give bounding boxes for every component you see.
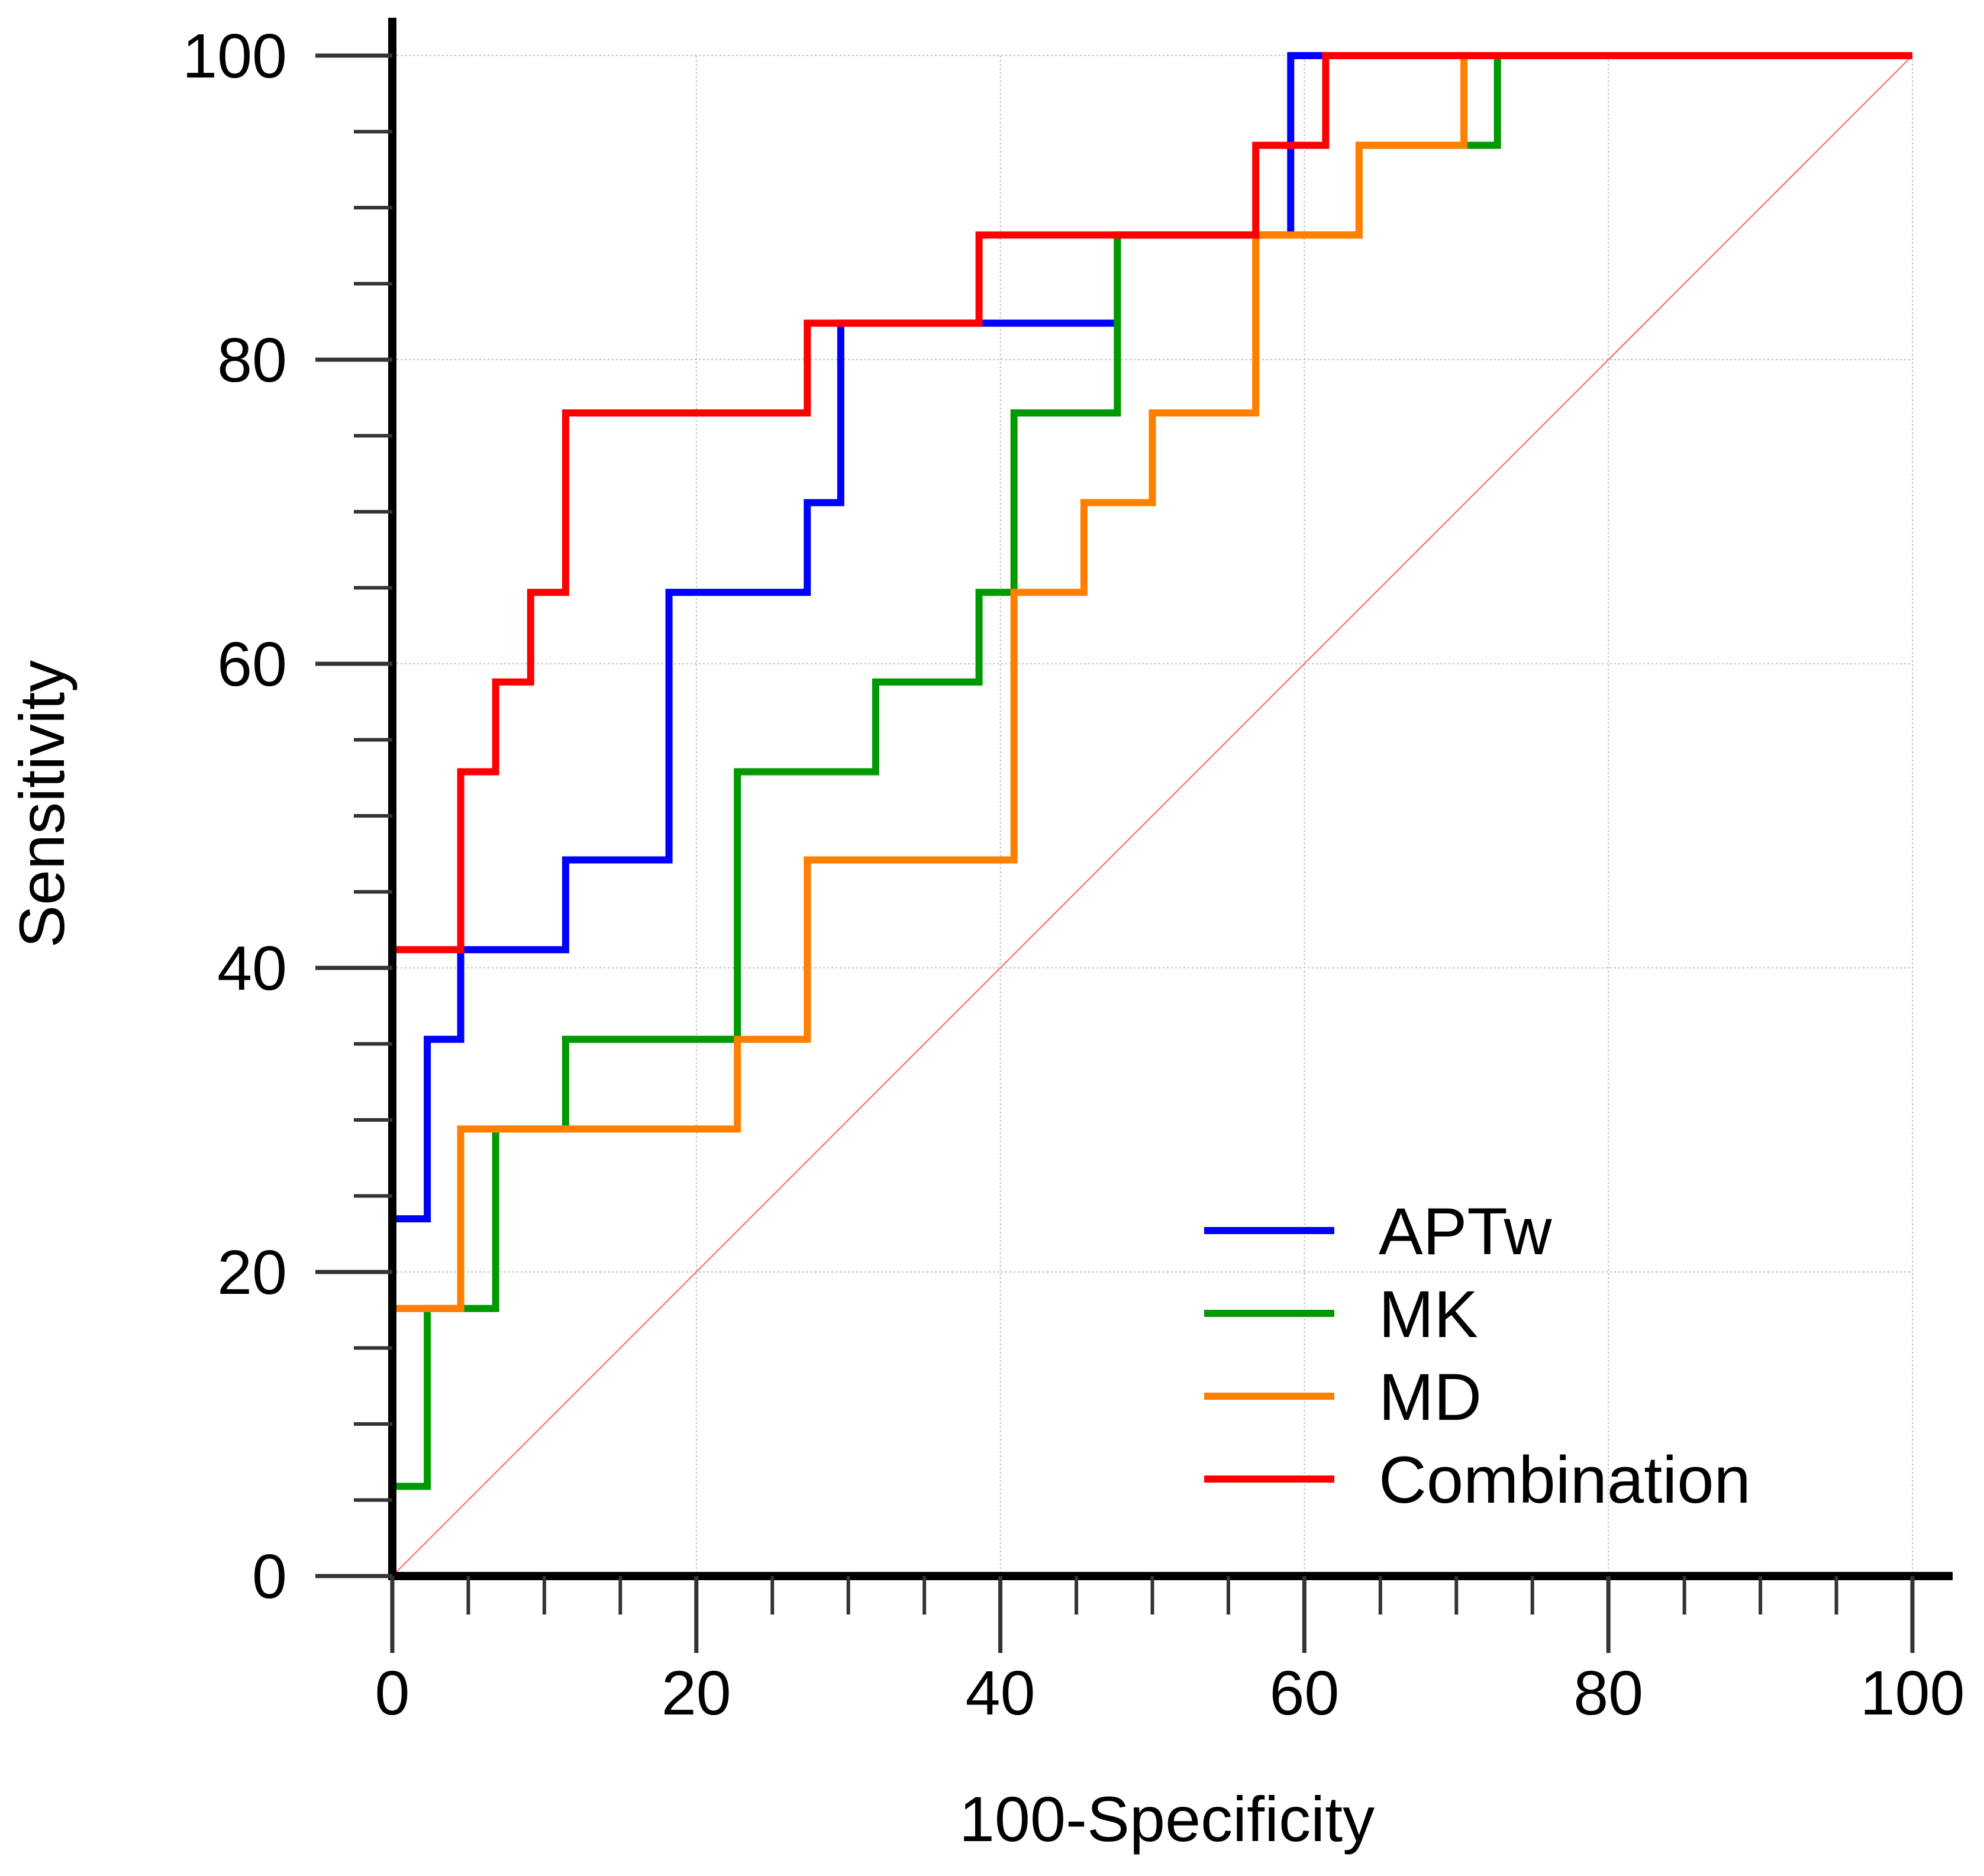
grid	[392, 55, 1913, 1576]
series-line-combination	[389, 52, 1912, 1576]
y-axis-title: Sensitivity	[6, 660, 78, 948]
x-axis-title: 100-Specificity	[959, 1783, 1375, 1855]
legend-item-mk: MK	[1204, 1277, 1478, 1351]
x-tick-label-0: 0	[375, 1658, 410, 1728]
series-layer	[389, 52, 1912, 1576]
legend-item-aptw: APTw	[1204, 1194, 1553, 1268]
legend-item-combination: Combination	[1204, 1443, 1751, 1517]
y-tick-label-60: 60	[217, 629, 287, 699]
x-tick-label-60: 60	[1269, 1658, 1339, 1728]
legend: APTw MK MD Combination	[1204, 1194, 1751, 1517]
legend-label-md: MD	[1379, 1360, 1482, 1434]
reference-line-layer	[392, 55, 1913, 1577]
x-tick-label-20: 20	[662, 1658, 731, 1728]
legend-label-combination: Combination	[1379, 1443, 1751, 1517]
y-tick-label-0: 0	[252, 1542, 287, 1612]
reference-diagonal-line	[392, 55, 1913, 1577]
x-tick-label-40: 40	[966, 1658, 1035, 1728]
legend-item-md: MD	[1204, 1360, 1482, 1434]
y-tick-label-80: 80	[217, 325, 287, 395]
legend-label-aptw: APTw	[1379, 1194, 1553, 1268]
y-tick-label-100: 100	[182, 21, 287, 91]
tick-labels: 0 20 40 60 80 100 0 20 40 60 80 100	[182, 21, 1964, 1728]
x-tick-label-100: 100	[1860, 1658, 1965, 1728]
x-tick-label-80: 80	[1573, 1658, 1643, 1728]
legend-label-mk: MK	[1379, 1277, 1478, 1351]
y-tick-label-40: 40	[217, 934, 287, 1003]
y-tick-label-20: 20	[217, 1238, 287, 1307]
series-line-md	[389, 52, 1912, 1576]
axes	[315, 18, 1953, 1653]
